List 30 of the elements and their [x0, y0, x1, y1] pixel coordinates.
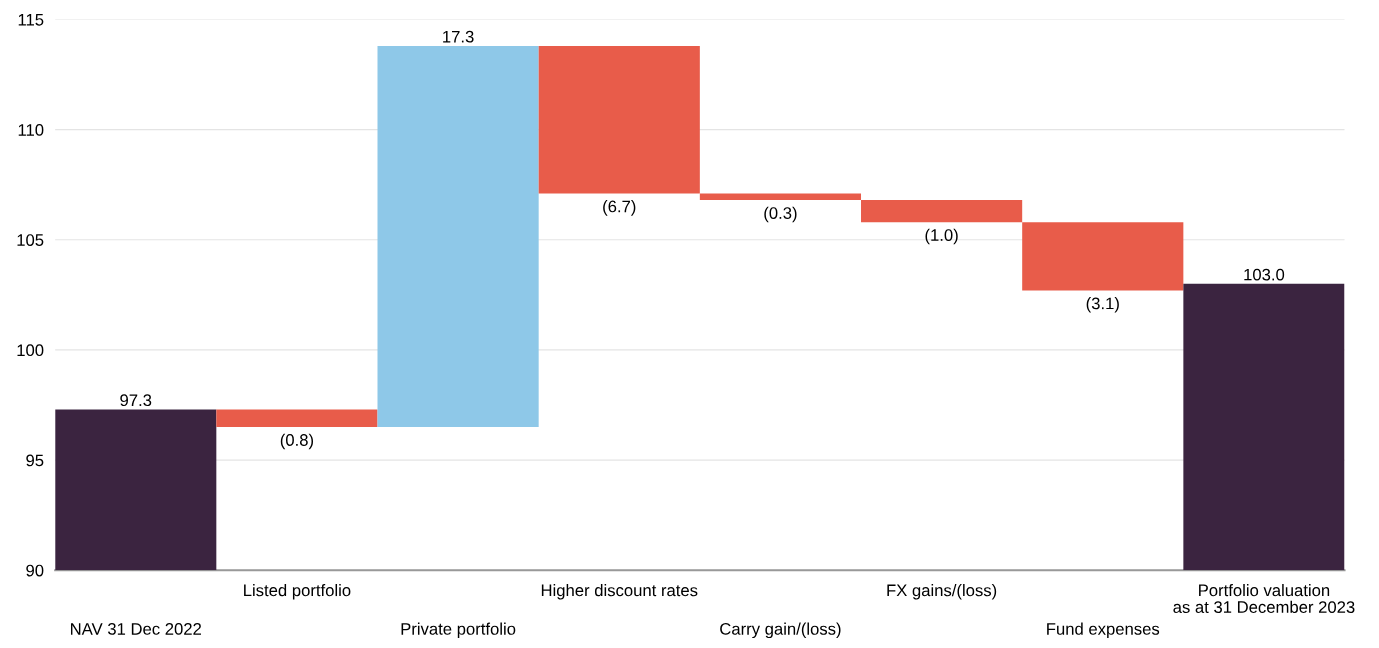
y-tick-label: 110	[18, 124, 44, 136]
data-label: (6.7)	[603, 200, 636, 216]
y-tick-label: 105	[17, 234, 44, 246]
x-tick-label: Fund expenses	[1047, 622, 1160, 639]
data-label: 97.3	[120, 394, 152, 407]
x-tick-label: FX gains/(loss)	[887, 584, 997, 600]
bar	[216, 409, 378, 428]
bar	[699, 193, 862, 201]
data-label: (0.8)	[280, 433, 314, 450]
bar	[55, 409, 217, 571]
bar	[538, 45, 700, 194]
bar	[1183, 283, 1345, 571]
x-tick-label: Higher discount rates	[541, 584, 698, 600]
y-tick-label: 90	[26, 564, 44, 577]
x-tick-label: Portfolio valuation as at 31 December 2023	[1173, 584, 1355, 613]
y-tick-label: 100	[17, 344, 44, 357]
data-label: (1.0)	[925, 228, 958, 245]
data-label: 17.3	[443, 30, 474, 43]
bar	[1022, 222, 1184, 291]
x-tick-label: Carry gain/(loss)	[720, 622, 841, 639]
bar	[377, 45, 539, 428]
y-tick-label: 115	[18, 14, 44, 26]
data-label: (3.1)	[1086, 297, 1119, 313]
x-tick-label: NAV 31 Dec 2022	[71, 623, 201, 635]
x-tick-label: Listed portfolio	[244, 584, 351, 600]
data-label: 103.0	[1244, 268, 1285, 281]
y-tick-label: 95	[26, 454, 44, 467]
bar	[861, 200, 1023, 223]
data-label: (0.3)	[764, 206, 797, 223]
x-tick-label: Private portfolio	[401, 622, 516, 639]
